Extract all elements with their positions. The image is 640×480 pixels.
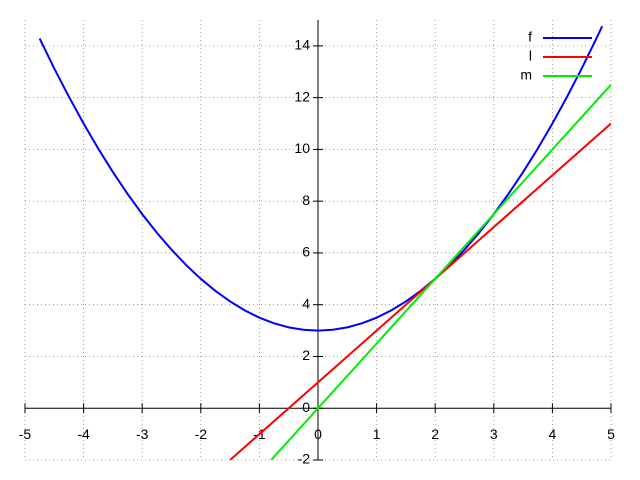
y-tick-label: 14 <box>294 37 310 53</box>
x-tick-label: 3 <box>490 426 498 442</box>
y-tick-label: 0 <box>302 399 310 415</box>
x-tick-label: -2 <box>195 426 208 442</box>
x-tick-label: -4 <box>77 426 90 442</box>
y-tick-label: 2 <box>302 347 310 363</box>
legend-label: l <box>529 48 532 64</box>
x-tick-label: 4 <box>549 426 557 442</box>
series-line <box>229 122 611 460</box>
x-tick-label: -5 <box>19 426 32 442</box>
x-tick-label: 5 <box>607 426 615 442</box>
x-tick-label: 2 <box>431 426 439 442</box>
y-tick-label: 10 <box>294 140 310 156</box>
y-tick-label: -2 <box>298 451 311 467</box>
legend-label: f <box>528 29 532 45</box>
y-tick-label: 4 <box>302 295 310 311</box>
y-tick-label: 8 <box>302 192 310 208</box>
y-tick-label: 12 <box>294 88 310 104</box>
series-line <box>38 25 604 332</box>
legend-label: m <box>520 67 532 83</box>
y-tick-label: 6 <box>302 244 310 260</box>
series-line <box>270 84 611 460</box>
x-tick-label: -3 <box>136 426 149 442</box>
x-tick-label: 1 <box>373 426 381 442</box>
